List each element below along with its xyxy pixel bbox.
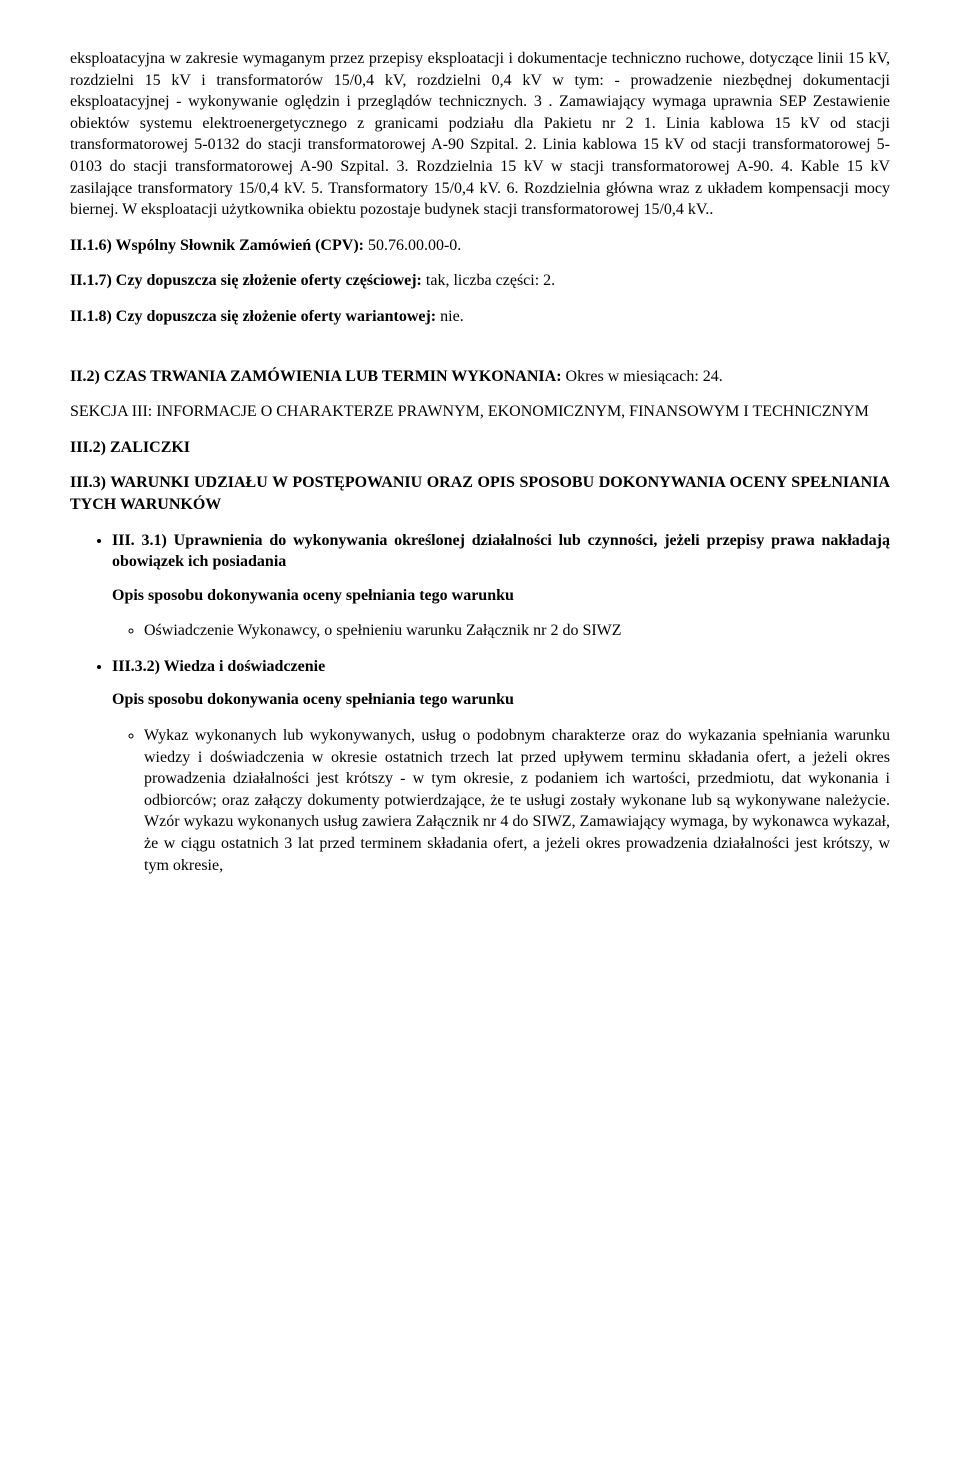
iii-3-1-opis-label: Opis sposobu dokonywania oceny spełniani… bbox=[112, 585, 890, 607]
line-ii-1-6: II.1.6) Wspólny Słownik Zamówień (CPV): … bbox=[70, 235, 890, 257]
line-ii-2-label: II.2) CZAS TRWANIA ZAMÓWIENIA LUB TERMIN… bbox=[70, 368, 562, 385]
iii-3-2-sub-item: Wykaz wykonanych lub wykonywanych, usług… bbox=[144, 725, 890, 876]
iii-2-heading: III.2) ZALICZKI bbox=[70, 437, 890, 459]
line-ii-1-6-label: II.1.6) Wspólny Słownik Zamówień (CPV): bbox=[70, 237, 364, 254]
iii-3-1-item: III. 3.1) Uprawnienia do wykonywania okr… bbox=[112, 530, 890, 642]
line-ii-1-8-value: nie. bbox=[436, 308, 464, 325]
iii-3-1-title: III. 3.1) Uprawnienia do wykonywania okr… bbox=[112, 530, 890, 573]
iii-3-list: III. 3.1) Uprawnienia do wykonywania okr… bbox=[70, 530, 890, 877]
iii-3-2-title: III.3.2) Wiedza i doświadczenie bbox=[112, 656, 890, 678]
line-ii-2-value: Okres w miesiącach: 24. bbox=[562, 368, 723, 385]
line-ii-1-8: II.1.8) Czy dopuszcza się złożenie ofert… bbox=[70, 306, 890, 328]
line-ii-1-7-label: II.1.7) Czy dopuszcza się złożenie ofert… bbox=[70, 272, 422, 289]
iii-3-heading: III.3) WARUNKI UDZIAŁU W POSTĘPOWANIU OR… bbox=[70, 472, 890, 515]
section-iii-heading: SEKCJA III: INFORMACJE O CHARAKTERZE PRA… bbox=[70, 401, 890, 423]
line-ii-1-7: II.1.7) Czy dopuszcza się złożenie ofert… bbox=[70, 270, 890, 292]
line-ii-1-7-value: tak, liczba części: 2. bbox=[422, 272, 555, 289]
line-ii-1-8-label: II.1.8) Czy dopuszcza się złożenie ofert… bbox=[70, 308, 436, 325]
iii-3-2-opis-label: Opis sposobu dokonywania oceny spełniani… bbox=[112, 689, 890, 711]
iii-3-2-sublist: Wykaz wykonanych lub wykonywanych, usług… bbox=[112, 725, 890, 876]
line-ii-2: II.2) CZAS TRWANIA ZAMÓWIENIA LUB TERMIN… bbox=[70, 366, 890, 388]
iii-3-1-sublist: Oświadczenie Wykonawcy, o spełnieniu war… bbox=[112, 620, 890, 642]
paragraph-intro: eksploatacyjna w zakresie wymaganym prze… bbox=[70, 48, 890, 221]
iii-3-2-item: III.3.2) Wiedza i doświadczenie Opis spo… bbox=[112, 656, 890, 876]
line-ii-1-6-value: 50.76.00.00-0. bbox=[364, 237, 461, 254]
iii-3-1-sub-item: Oświadczenie Wykonawcy, o spełnieniu war… bbox=[144, 620, 890, 642]
